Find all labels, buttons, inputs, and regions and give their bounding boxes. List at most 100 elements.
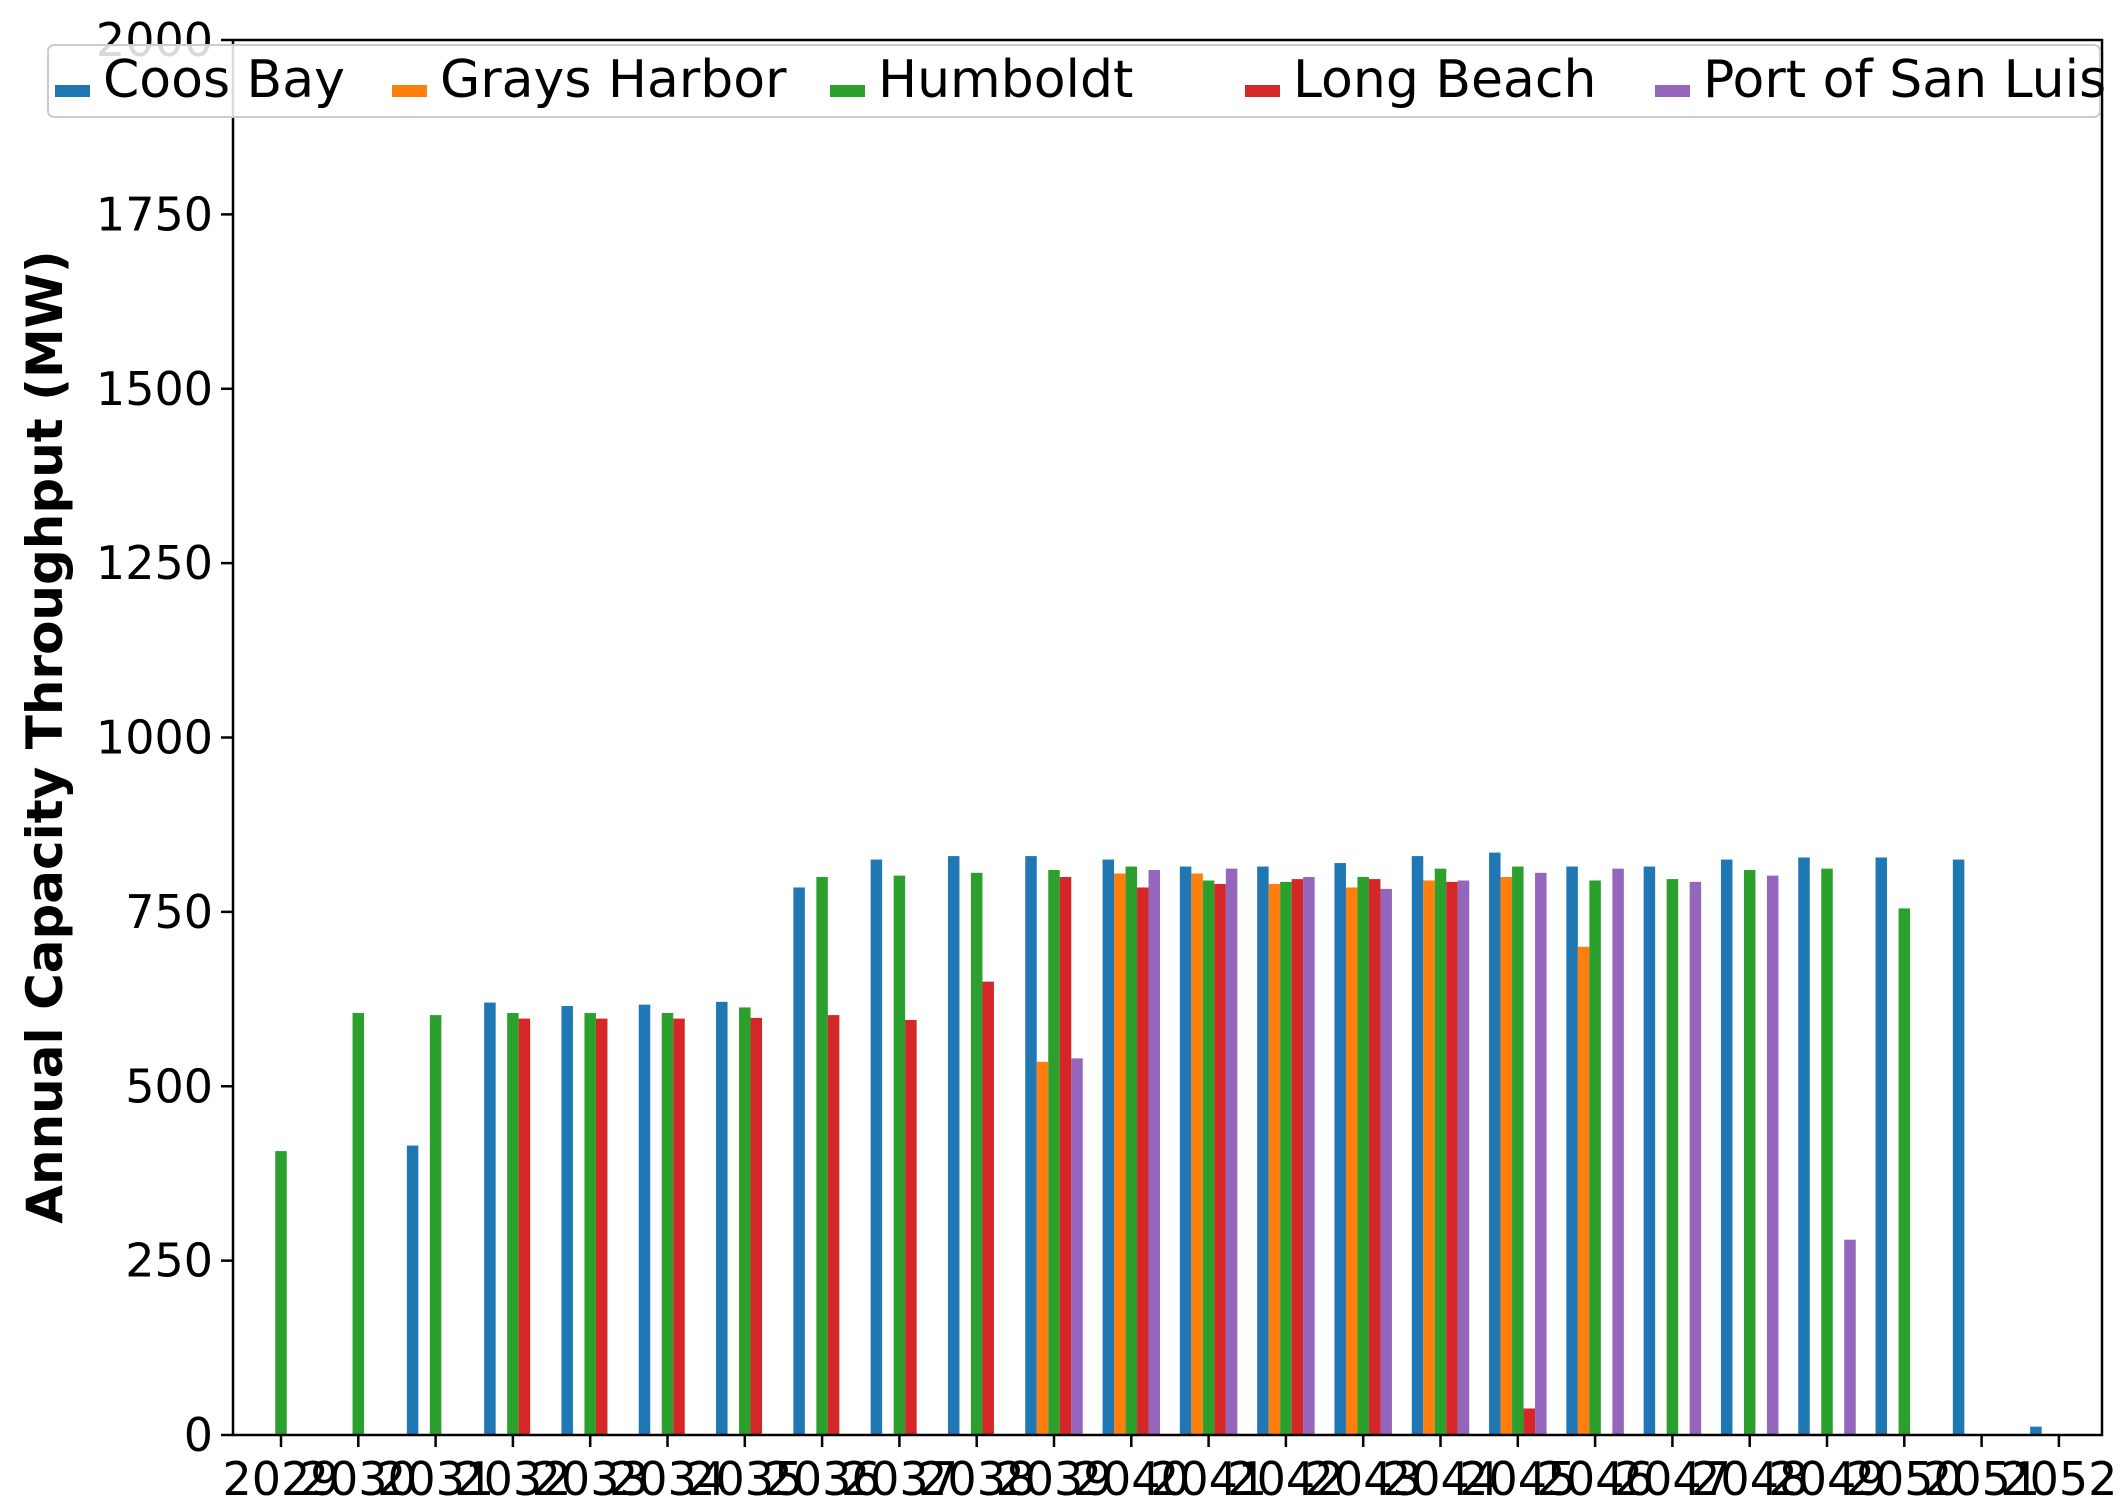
bar-long-beach-2033: [595, 1018, 608, 1435]
x-tick-label: 2036: [764, 1452, 881, 1506]
bar-port-of-san-luis-2047: [1689, 881, 1702, 1435]
x-tick-label: 2052: [2000, 1452, 2117, 1506]
bar-grays-harbor-2044: [1423, 880, 1435, 1435]
bar-humboldt-2050: [1898, 908, 1911, 1435]
x-tick-label: 2035: [686, 1452, 803, 1506]
legend-label: Long Beach: [1293, 50, 1596, 110]
bar-grays-harbor-2046: [1577, 946, 1590, 1435]
bar-humboldt-2035: [739, 1007, 751, 1435]
bar-port-of-san-luis-2049: [1844, 1239, 1856, 1435]
bar-humboldt-2034: [661, 1013, 674, 1435]
bar-coos-bay-2037: [870, 859, 883, 1435]
bar-port-of-san-luis-2039: [1071, 1058, 1083, 1435]
bar-humboldt-2039: [1048, 870, 1060, 1435]
bar-humboldt-2043: [1357, 877, 1369, 1435]
bar-coos-bay-2032: [484, 1002, 496, 1435]
bar-port-of-san-luis-2044: [1457, 880, 1470, 1435]
y-tick-label: 1750: [96, 187, 213, 241]
bar-coos-bay-2045: [1489, 852, 1501, 1435]
x-tick-label: 2040: [1073, 1452, 1190, 1506]
x-tick-label: 2043: [1305, 1452, 1422, 1506]
bar-port-of-san-luis-2043: [1380, 888, 1392, 1435]
bar-humboldt-2046: [1589, 880, 1601, 1435]
bar-humboldt-2040: [1125, 866, 1138, 1435]
bar-grays-harbor-2039: [1036, 1061, 1049, 1435]
bar-coos-bay-2047: [1643, 866, 1656, 1435]
x-tick-label: 2046: [1537, 1452, 1654, 1506]
bar-coos-bay-2049: [1798, 857, 1810, 1435]
bar-humboldt-2041: [1202, 880, 1215, 1435]
legend: Coos Bay Grays Harbor Humboldt Long Beach Po…: [47, 44, 2106, 118]
bar-humboldt-2044: [1434, 868, 1447, 1435]
legend-swatch: [830, 85, 865, 97]
bar-port-of-san-luis-2040: [1148, 870, 1161, 1435]
bar-long-beach-2037: [905, 1019, 917, 1435]
bar-long-beach-2042: [1291, 879, 1304, 1435]
bar-grays-harbor-2045: [1500, 877, 1513, 1435]
bar-coos-bay-2035: [716, 1001, 728, 1435]
x-tick-label: 2049: [1768, 1452, 1885, 1506]
x-tick-label: 2031: [377, 1452, 494, 1506]
bar-humboldt-2030: [352, 1013, 365, 1435]
x-tick-label: 2045: [1459, 1452, 1576, 1506]
bar-humboldt-2036: [816, 877, 828, 1435]
bar-long-beach-2041: [1214, 883, 1226, 1435]
bar-coos-bay-2036: [793, 887, 805, 1435]
bar-port-of-san-luis-2046: [1612, 868, 1624, 1435]
x-tick-label: 2047: [1614, 1452, 1731, 1506]
legend-swatch: [392, 85, 427, 97]
bar-coos-bay-2041: [1179, 866, 1192, 1435]
bar-long-beach-2044: [1446, 881, 1458, 1435]
bars-group: [275, 852, 2042, 1436]
bar-port-of-san-luis-2042: [1303, 877, 1315, 1435]
bar-coos-bay-2044: [1411, 856, 1424, 1435]
bar-grays-harbor-2042: [1268, 883, 1281, 1435]
y-axis-title: Annual Capacity Throughput (MW): [16, 250, 74, 1223]
bar-port-of-san-luis-2048: [1766, 875, 1779, 1435]
y-tick-label: 1250: [96, 536, 213, 590]
x-tick-label: 2034: [609, 1452, 726, 1506]
x-tick-label: 2048: [1691, 1452, 1808, 1506]
bar-coos-bay-2050: [1875, 857, 1888, 1435]
legend-label: Grays Harbor: [440, 50, 787, 110]
bar-long-beach-2032: [518, 1018, 531, 1435]
bar-long-beach-2034: [673, 1018, 685, 1435]
y-tick-label: 1500: [96, 362, 213, 416]
bar-humboldt-2049: [1821, 868, 1833, 1435]
bar-coos-bay-2033: [561, 1006, 573, 1435]
bar-coos-bay-2046: [1566, 866, 1578, 1435]
bar-coos-bay-2048: [1720, 859, 1733, 1435]
x-tick-label: 2038: [918, 1452, 1035, 1506]
x-tick-label: 2037: [841, 1452, 958, 1506]
bar-humboldt-2048: [1743, 870, 1756, 1435]
legend-box: [47, 44, 2101, 118]
y-tick-label: 500: [125, 1059, 213, 1113]
x-tick-label: 2029: [222, 1452, 339, 1506]
x-axis-ticks: 2029203020312032203320342035203620372038…: [222, 1435, 2117, 1506]
bar-coos-bay-2040: [1102, 859, 1115, 1435]
plot-frame: [231, 38, 2104, 1437]
bar-long-beach-2036: [827, 1015, 840, 1435]
legend-label: Port of San Luis: [1703, 50, 2106, 110]
bar-long-beach-2043: [1368, 879, 1381, 1435]
bar-long-beach-2045: [1523, 1408, 1536, 1435]
bar-long-beach-2038: [982, 981, 994, 1436]
bar-coos-bay-2043: [1334, 863, 1346, 1435]
x-tick-label: 2050: [1846, 1452, 1963, 1506]
bar-humboldt-2037: [893, 875, 906, 1435]
x-tick-label: 2030: [300, 1452, 417, 1506]
x-tick-label: 2044: [1382, 1452, 1499, 1506]
bar-humboldt-2038: [970, 872, 983, 1435]
x-tick-label: 2039: [995, 1452, 1112, 1506]
y-tick-label: 0: [184, 1408, 213, 1462]
y-tick-label: 250: [125, 1234, 213, 1288]
bar-humboldt-2032: [507, 1013, 519, 1435]
bar-long-beach-2039: [1059, 877, 1072, 1435]
bar-port-of-san-luis-2041: [1225, 868, 1238, 1435]
x-tick-label: 2033: [532, 1452, 649, 1506]
bar-coos-bay-2031: [406, 1145, 419, 1435]
bar-humboldt-2033: [584, 1013, 596, 1435]
bar-humboldt-2042: [1280, 881, 1292, 1435]
